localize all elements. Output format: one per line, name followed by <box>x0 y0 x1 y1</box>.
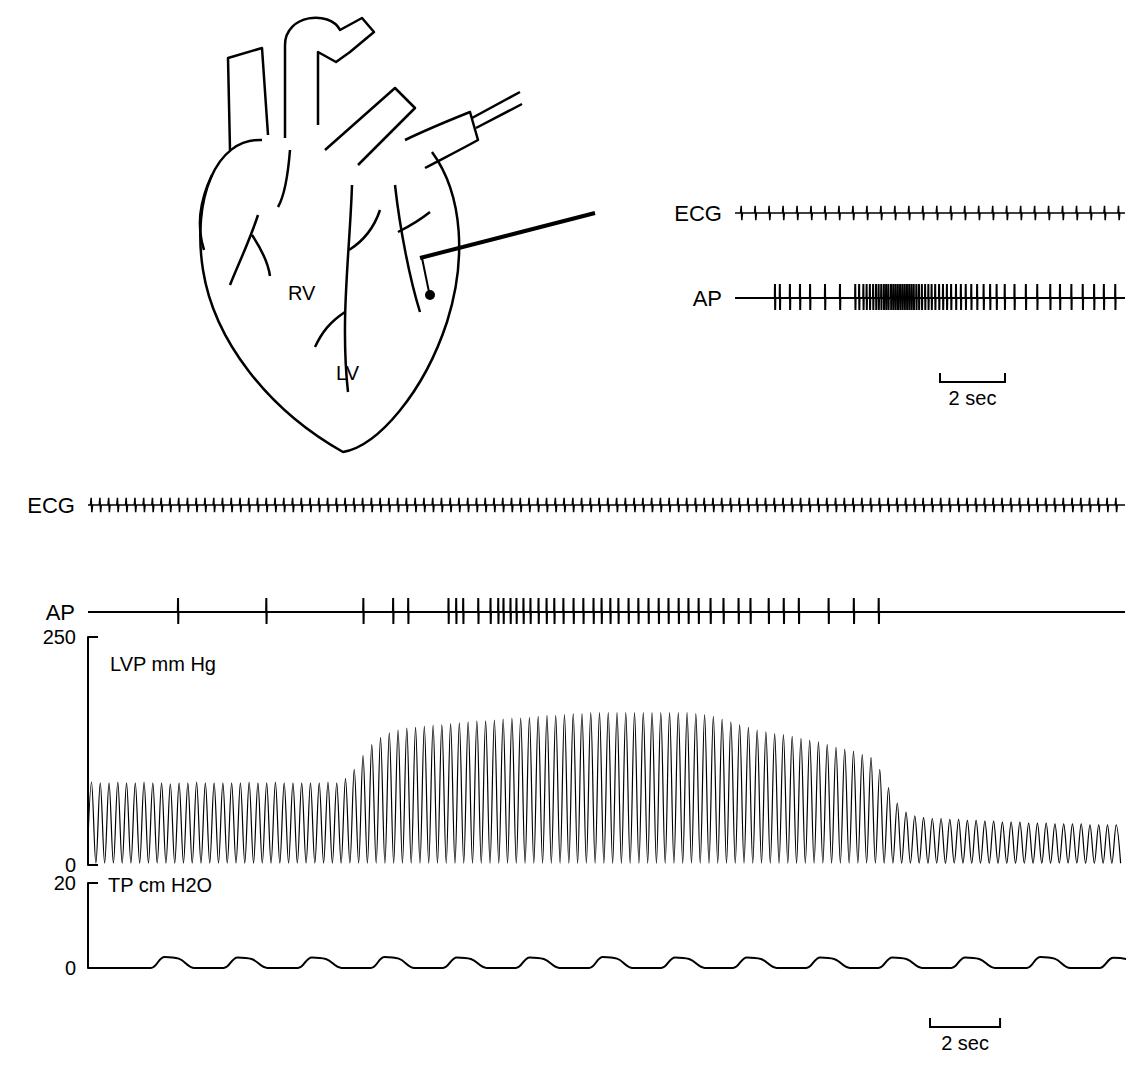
svg-text:RV: RV <box>288 282 316 304</box>
svg-text:ECG: ECG <box>27 493 75 518</box>
svg-text:2 sec: 2 sec <box>941 1032 989 1054</box>
svg-text:LVP mm Hg: LVP mm Hg <box>110 653 216 675</box>
svg-text:0: 0 <box>64 854 76 876</box>
svg-text:2 sec: 2 sec <box>949 387 997 409</box>
svg-text:0: 0 <box>65 957 76 979</box>
svg-text:LV: LV <box>336 362 360 384</box>
svg-text:AP: AP <box>693 286 722 311</box>
svg-text:20: 20 <box>54 872 76 894</box>
svg-text:TP cm H2O: TP cm H2O <box>108 874 212 896</box>
svg-text:AP: AP <box>46 600 75 625</box>
svg-text:ECG: ECG <box>674 201 722 226</box>
svg-text:250: 250 <box>43 626 76 648</box>
